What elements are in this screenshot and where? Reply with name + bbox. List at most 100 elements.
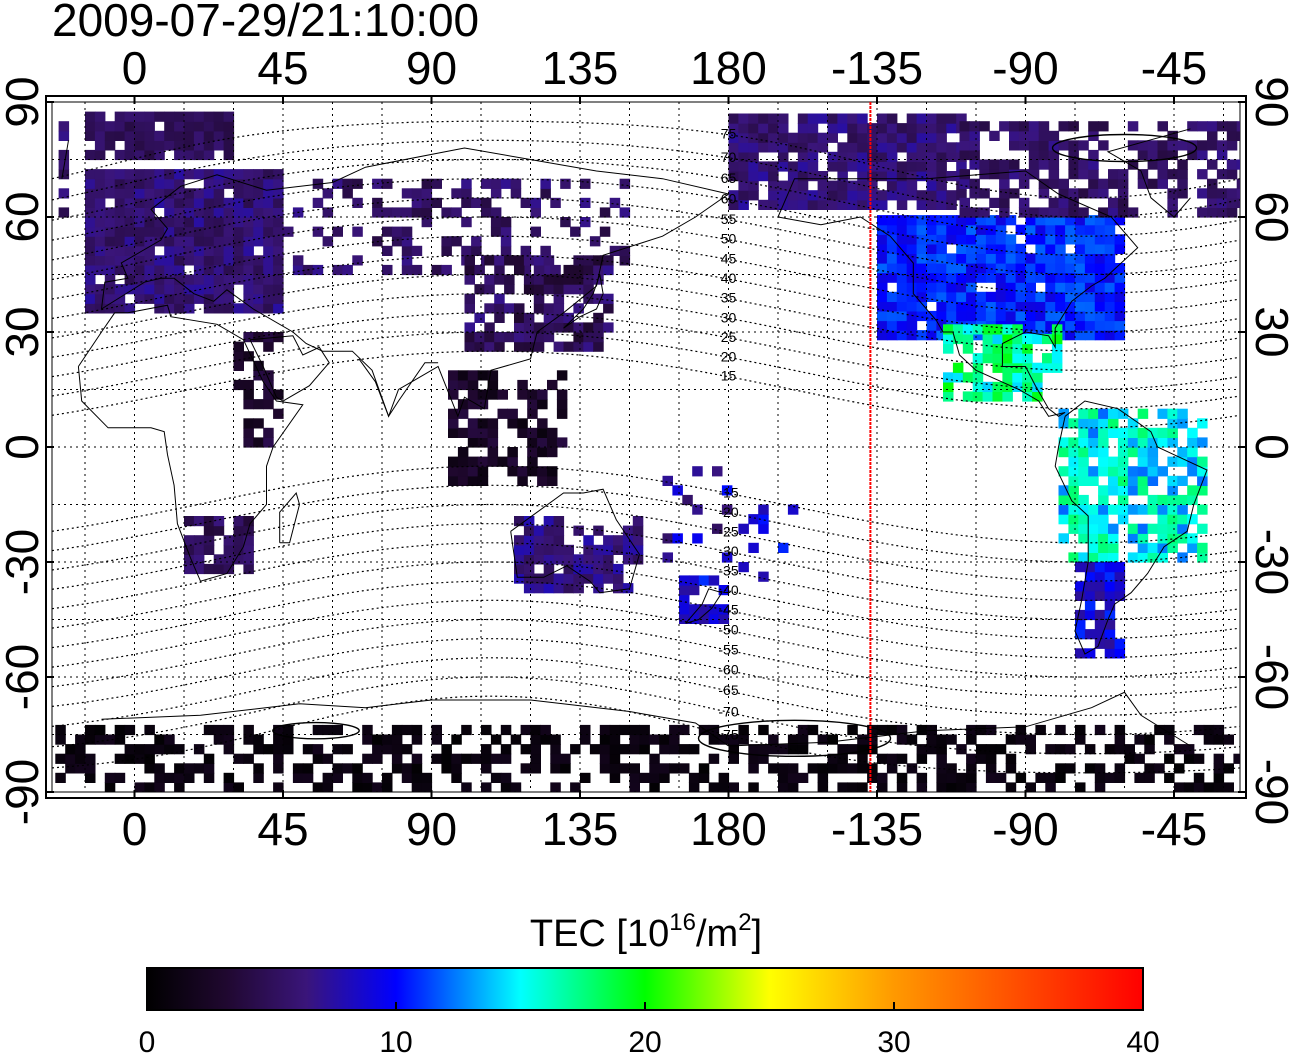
tec-pixel [1183,782,1195,792]
tec-pixel [1051,353,1063,364]
tec-pixel [233,544,244,555]
tec-pixel [886,272,898,283]
tec-pixel [514,312,525,323]
tec-pixel [1088,178,1099,189]
tec-pixel [1137,485,1149,496]
tec-pixel [1207,197,1218,208]
tec-pixel [688,575,700,586]
tec-pixel [352,178,363,189]
tec-pixel [543,573,555,584]
tec-pixel [1157,169,1168,180]
tec-pixel [1117,475,1129,486]
tec-pixel [421,178,433,189]
tec-pixel [797,142,809,153]
tec-pixel [401,245,413,256]
tec-pixel [193,554,205,565]
x-top-tick-label: 45 [257,42,308,94]
tec-pixel [1078,169,1089,180]
tec-pixel [768,113,779,124]
tec-pixel [184,763,195,774]
tec-pixel [976,291,987,302]
tec-pixel [583,563,594,575]
tec-pixel [906,734,918,745]
tec-pixel [926,199,937,210]
tec-pixel [1078,140,1089,151]
tec-pixel [1028,207,1040,218]
tec-pixel [896,330,908,341]
tec-pixel [718,585,730,596]
tec-pixel [500,782,512,792]
tec-pixel [1068,169,1079,180]
x-bottom-tick-label: -45 [1141,803,1207,855]
tec-pixel [1075,724,1086,736]
tec-pixel [573,554,584,565]
tec-pixel [748,190,759,201]
tec-pixel [547,475,558,486]
tec-pixel [1183,753,1195,764]
tec-pixel [1147,494,1159,506]
tec-pixel [263,217,274,228]
y-left-tick-label: 90 [0,76,48,127]
tec-pixel [926,180,937,191]
x-bottom-tick-label: 90 [406,803,457,855]
coastline [1054,400,1208,655]
tec-pixel [94,284,106,295]
tec-pixel [184,274,195,285]
tec-pixel [639,744,650,755]
tec-pixel [1084,291,1096,302]
tec-pixel [332,724,343,736]
tec-pixel [692,504,703,515]
tec-pixel [1117,408,1129,419]
tec-pixel [946,113,957,124]
tec-pixel [411,197,423,208]
tec-pixel [992,381,1003,392]
tec-pixel [787,142,799,153]
tec-pixel [797,132,809,143]
tec-pixel [896,171,908,182]
tec-pixel [1015,301,1027,312]
tec-pixel [1025,282,1036,293]
tec-pixel [1015,272,1027,283]
tec-pixel [1002,381,1013,392]
tec-pixel [692,533,703,544]
tec-pixel [797,744,809,755]
tec-pixel [956,253,967,264]
tec-pixel [1025,782,1036,792]
tec-pixel [718,772,730,783]
tec-pixel [144,763,155,774]
tec-pixel [490,753,502,764]
tec-pixel [1028,149,1040,161]
tec-pixel [1164,753,1175,764]
tec-pixel [233,525,244,536]
tec-pixel [758,199,769,210]
tec-pixel [1157,437,1168,448]
tec-pixel [768,123,779,134]
tec-pixel [787,782,799,792]
tec-pixel [213,563,225,575]
tec-pixel [1213,772,1225,783]
tec-pixel [193,763,205,774]
tec-pixel [1088,533,1099,544]
tec-pixel [1005,234,1017,245]
tec-pixel [1157,542,1168,553]
tec-pixel [946,123,957,134]
tec-pixel [837,180,848,191]
tec-pixel [193,245,205,256]
tec-pixel [1104,272,1116,283]
tec-pixel [533,274,545,285]
tec-pixel [523,312,535,323]
tec-pixel [906,234,918,245]
tec-pixel [114,293,126,304]
tec-pixel [956,263,967,274]
tec-pixel [936,199,947,210]
tec-pixel [1157,533,1168,544]
tec-pixel [619,207,631,218]
tec-pixel [530,207,541,218]
tec-pixel [471,197,482,208]
tec-pixel [1032,372,1043,383]
tec-pixel [514,516,525,527]
tec-pixel [134,178,145,189]
tec-pixel [877,171,888,182]
tec-pixel [817,180,829,191]
